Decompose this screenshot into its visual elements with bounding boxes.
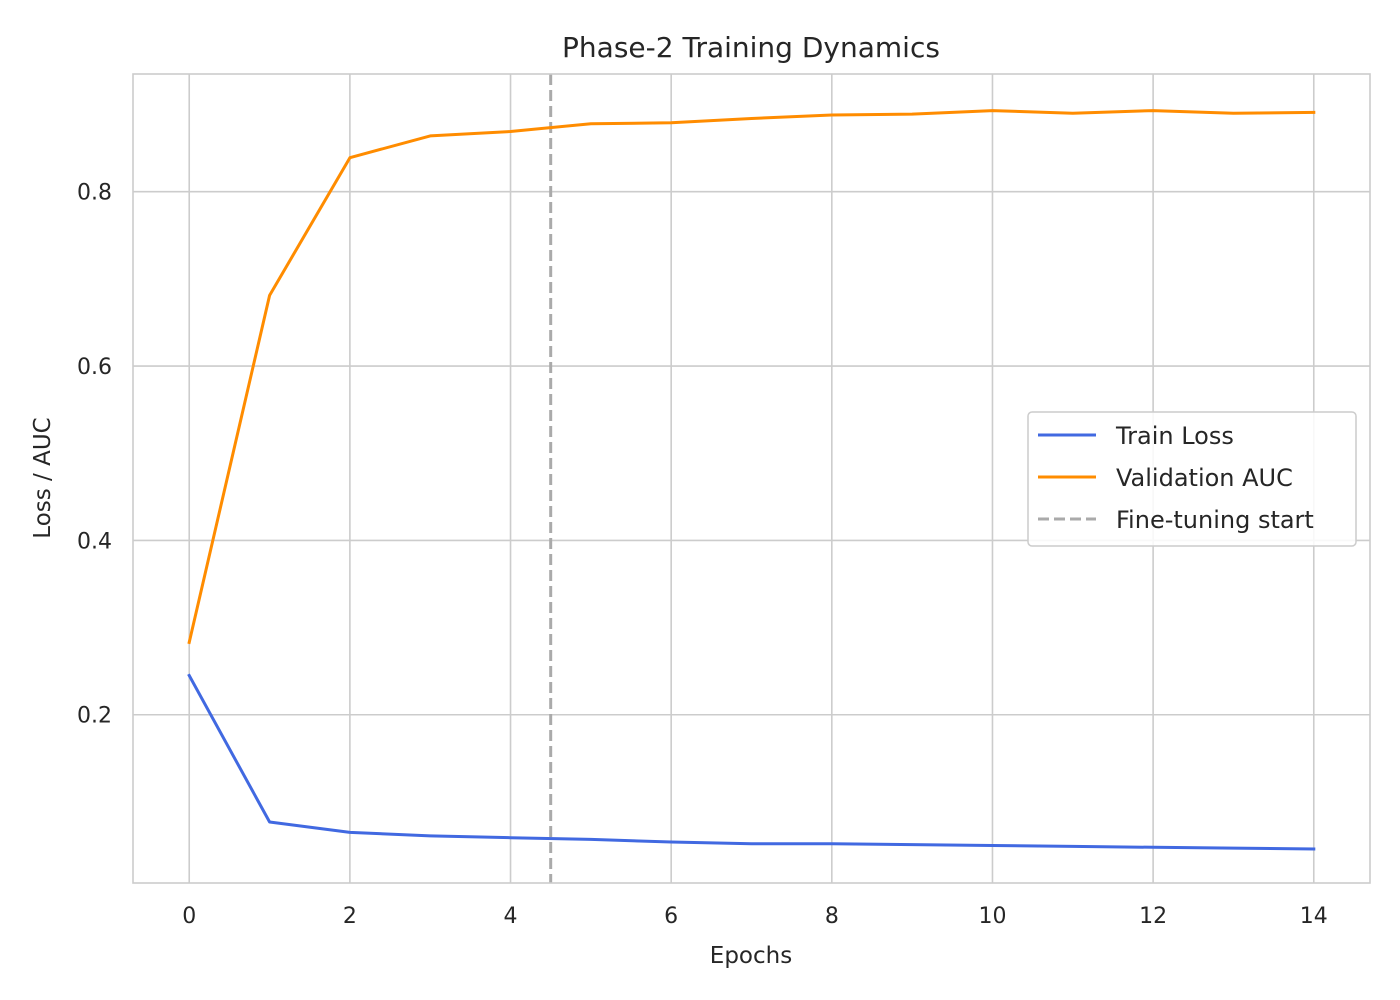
series-lines <box>187 109 1316 851</box>
x-tick-label: 2 <box>343 904 357 929</box>
x-tick-label: 12 <box>1139 904 1167 929</box>
x-tick-label: 14 <box>1300 904 1328 929</box>
legend: Train Loss Validation AUC Fine-tuning st… <box>1027 411 1357 547</box>
y-tick-label: 0.8 <box>77 181 112 206</box>
x-tick-label: 10 <box>978 904 1006 929</box>
x-axis-label: Epochs <box>710 943 792 969</box>
y-tick-label: 0.2 <box>77 704 112 729</box>
legend-label-fine-tuning-start: Fine-tuning start <box>1116 506 1314 534</box>
y-tick-labels: 0.2 0.4 0.6 0.8 <box>77 181 112 729</box>
x-tick-label: 4 <box>504 904 518 929</box>
series-line-train-loss <box>187 673 1316 851</box>
series-line-validation-auc <box>187 109 1316 645</box>
chart-title: Phase-2 Training Dynamics <box>562 31 940 64</box>
x-tick-labels: 0 2 4 6 8 10 12 14 <box>182 904 1328 929</box>
y-axis-label: Loss / AUC <box>30 417 56 538</box>
x-tick-label: 0 <box>182 904 196 929</box>
x-tick-label: 8 <box>825 904 839 929</box>
x-tick-label: 6 <box>664 904 678 929</box>
plot-frame <box>132 73 1371 884</box>
legend-label-validation-auc: Validation AUC <box>1116 464 1293 492</box>
legend-label-train-loss: Train Loss <box>1115 422 1234 450</box>
legend-box <box>1027 411 1357 547</box>
y-tick-label: 0.6 <box>77 355 112 380</box>
y-tick-label: 0.4 <box>77 529 112 554</box>
